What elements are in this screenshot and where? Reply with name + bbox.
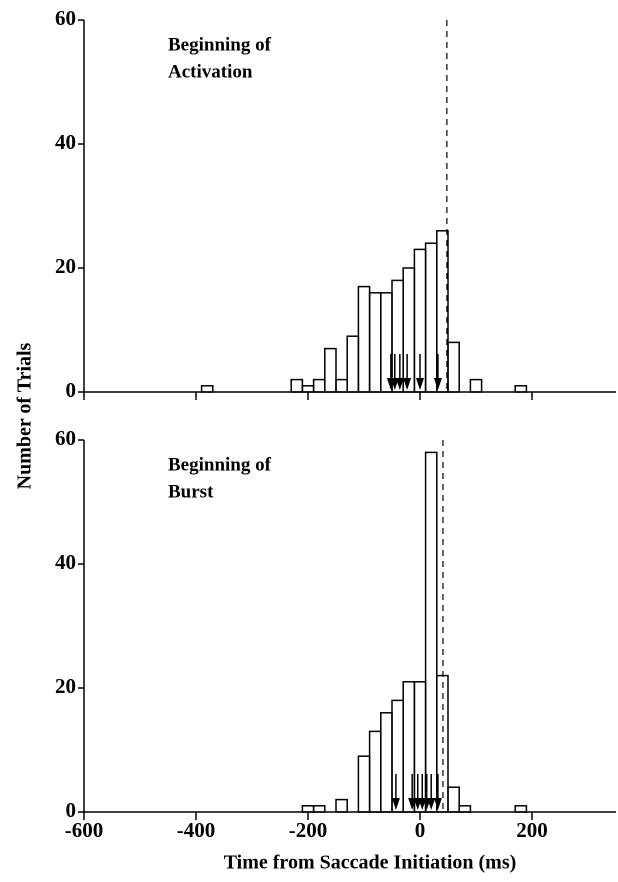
annotation: Beginning of [168,34,272,55]
y-tick-label: 0 [66,798,77,822]
bar [402,267,416,393]
arrow-marker [395,354,404,390]
annotation: Burst [168,481,214,502]
bar [436,230,449,393]
bar [447,341,460,393]
bar [301,385,315,393]
arrow-head [433,378,442,390]
bar [424,451,438,813]
arrow-marker [408,774,417,810]
arrow-marker [391,774,400,810]
annotation: Beginning of [168,454,272,475]
x-tick-label: -200 [289,818,328,842]
bar [514,385,528,393]
bar [290,378,304,393]
bar [346,335,360,393]
bar [469,378,483,393]
y-tick-label: 60 [55,426,76,450]
bar [368,292,382,393]
arrow-head [408,798,417,810]
bar [335,378,348,393]
x-axis-label: Time from Saccade Initiation (ms) [224,852,517,874]
bar [458,805,472,813]
bar [424,242,438,393]
arrow-head [433,798,442,810]
x-tick-label: 200 [516,818,548,842]
arrow-head [390,378,399,390]
arrow-marker [433,354,442,390]
arrow-head [395,378,404,390]
bar [413,681,427,813]
y-tick-label: 0 [66,378,77,402]
bar [200,385,214,393]
arrow-marker [433,774,442,810]
bar [380,712,393,813]
bar [324,347,337,393]
arrow-marker [390,354,399,390]
bar [391,699,404,813]
y-tick-label: 20 [55,674,76,698]
x-tick-label: -600 [65,818,104,842]
y-axis-label: Number of Trials [14,342,36,489]
y-tick-label: 40 [55,130,76,154]
arrow-head [391,798,400,810]
bar [357,285,371,393]
bar [391,279,404,393]
arrow-head [427,798,436,810]
bar [357,755,371,813]
y-tick-label: 20 [55,254,76,278]
bar [514,805,528,813]
arrow-marker [403,354,412,390]
y-tick-label: 40 [55,550,76,574]
arrow-marker [416,354,424,390]
x-tick-label: -400 [177,818,216,842]
y-tick-label: 60 [55,6,76,30]
arrow-marker [427,774,436,810]
arrow-head [403,378,412,390]
bar [447,786,460,813]
arrow-head [416,378,424,390]
bar [312,805,326,813]
x-tick-label: 0 [415,818,426,842]
bar [335,798,348,813]
bar [301,805,315,813]
annotation: Activation [168,61,253,82]
bar [312,378,326,393]
bar [368,730,382,813]
